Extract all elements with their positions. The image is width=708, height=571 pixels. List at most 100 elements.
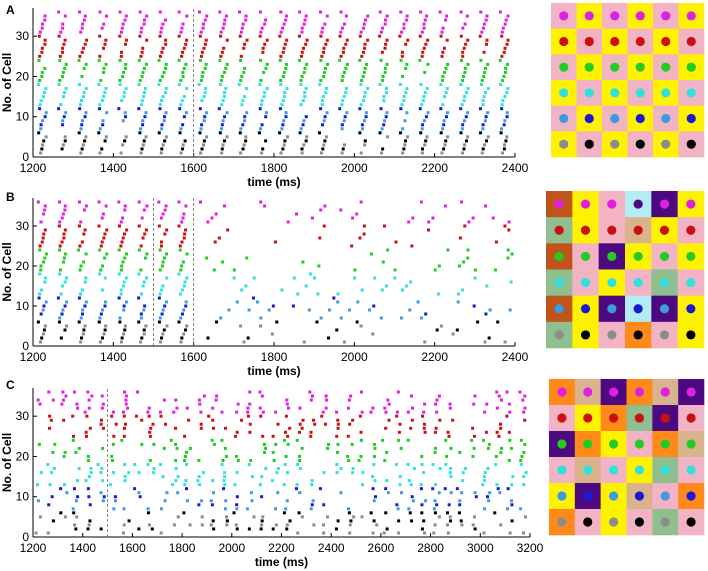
- spike-point: [499, 83, 503, 87]
- grid-cell-dot: [580, 199, 591, 209]
- spike-point: [83, 228, 87, 232]
- spike-point: [445, 38, 449, 42]
- spike-point: [459, 10, 463, 14]
- spike-point: [62, 42, 66, 46]
- spike-point: [100, 288, 104, 292]
- spike-point: [63, 204, 67, 208]
- spike-point: [218, 131, 222, 135]
- spike-point: [359, 390, 363, 394]
- spike-point: [422, 426, 426, 430]
- spike-point: [384, 18, 388, 22]
- spike-point: [439, 107, 443, 111]
- grid-cell-dot: [686, 439, 696, 449]
- spike-point: [259, 78, 263, 82]
- spike-point: [294, 212, 298, 216]
- spike-point: [379, 107, 383, 111]
- spike-point: [505, 115, 509, 119]
- spike-point: [235, 507, 239, 511]
- spike-point: [261, 147, 265, 151]
- spike-point: [101, 499, 105, 503]
- spike-point: [339, 10, 343, 14]
- spike-point: [311, 499, 315, 503]
- spike-point: [83, 280, 87, 284]
- spike-point: [223, 18, 227, 22]
- spike-point: [44, 276, 48, 280]
- spike-point: [397, 438, 401, 442]
- spike-point: [144, 111, 148, 115]
- spike-point: [365, 62, 369, 66]
- spike-point: [344, 87, 348, 91]
- raster-plot-b: 1200 1400 1600 1800 2000 2200 24000102030time …: [0, 198, 529, 378]
- spike-point: [59, 103, 63, 107]
- spike-point: [283, 91, 287, 95]
- spike-point: [406, 410, 410, 414]
- spike-point: [157, 131, 161, 135]
- spike-point: [304, 284, 308, 288]
- spike-point: [58, 244, 62, 248]
- spike-point: [480, 151, 484, 155]
- spike-point: [43, 14, 47, 18]
- spike-point: [165, 491, 169, 495]
- x-tick-label: 2400: [502, 350, 529, 364]
- spike-point: [420, 151, 424, 155]
- spike-point: [347, 511, 351, 515]
- spike-point: [322, 70, 326, 74]
- spike-point: [278, 34, 282, 38]
- spike-point: [379, 58, 383, 62]
- spike-point: [462, 260, 466, 264]
- spike-point: [225, 111, 229, 115]
- spike-point: [282, 46, 286, 50]
- spike-point: [59, 336, 63, 340]
- spike-point: [150, 527, 154, 531]
- spike-point: [463, 66, 467, 70]
- spike-point: [159, 216, 163, 220]
- spike-point: [446, 62, 450, 66]
- spike-point: [185, 14, 189, 18]
- spike-point: [161, 143, 165, 147]
- spike-point: [60, 147, 64, 151]
- spike-point: [408, 511, 412, 515]
- grid-cell-dot: [608, 439, 619, 449]
- spike-point: [373, 479, 377, 483]
- y-tick-label: 10: [16, 490, 30, 504]
- spike-point: [349, 519, 353, 523]
- spike-point: [425, 135, 429, 139]
- spike-point: [61, 26, 65, 30]
- spike-point: [174, 398, 178, 402]
- spike-point: [393, 268, 397, 272]
- spike-point: [318, 487, 322, 491]
- spike-point: [464, 115, 468, 119]
- spike-point: [292, 276, 296, 280]
- spike-point: [486, 62, 490, 66]
- spike-point: [312, 523, 316, 527]
- spike-point: [100, 406, 104, 410]
- spike-point: [200, 523, 204, 527]
- spike-point: [164, 111, 168, 115]
- spike-point: [259, 200, 263, 204]
- spike-point: [344, 91, 348, 95]
- spike-point: [259, 316, 263, 320]
- spike-point: [480, 83, 484, 87]
- spike-point: [326, 336, 330, 340]
- spike-point: [86, 454, 90, 458]
- spike-point: [265, 38, 269, 42]
- spike-point: [250, 475, 254, 479]
- spike-point: [178, 107, 182, 111]
- spike-point: [165, 276, 169, 280]
- spike-point: [124, 276, 128, 280]
- spike-point: [410, 244, 414, 248]
- spike-point: [222, 70, 226, 74]
- spike-point: [397, 519, 401, 523]
- spike-point: [152, 442, 156, 446]
- spike-point: [502, 74, 506, 78]
- spike-point: [260, 103, 264, 107]
- spike-point: [278, 107, 282, 111]
- spike-point: [223, 471, 227, 475]
- spike-point: [395, 503, 399, 507]
- spike-point: [44, 252, 48, 256]
- spike-point: [41, 308, 45, 312]
- spike-point: [188, 446, 192, 450]
- spike-point: [423, 18, 427, 22]
- spike-point: [80, 119, 84, 123]
- spike-point: [300, 74, 304, 78]
